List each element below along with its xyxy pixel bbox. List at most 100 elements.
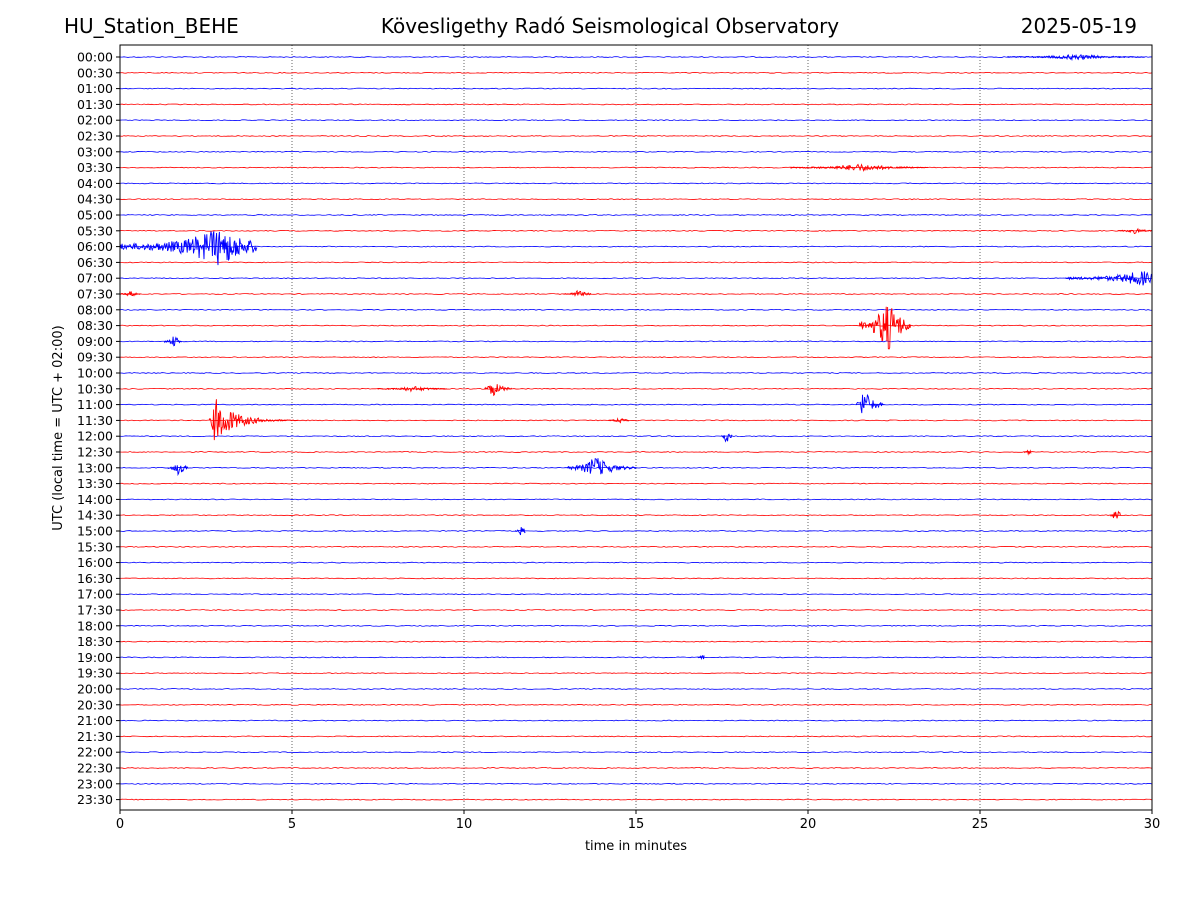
observatory-title: Kövesligethy Radó Seismological Observat… bbox=[380, 14, 840, 38]
y-axis-label: UTC (local time = UTC + 02:00) bbox=[51, 325, 66, 530]
trace-1430 bbox=[119, 514, 1153, 517]
trace-1230 bbox=[119, 451, 1153, 453]
y-tick-label: 22:00 bbox=[77, 745, 113, 760]
y-tick-label: 06:30 bbox=[77, 255, 113, 270]
y-tick-label: 07:00 bbox=[77, 271, 113, 286]
y-tick-label: 08:30 bbox=[77, 318, 113, 333]
y-tick-label: 04:00 bbox=[77, 176, 113, 191]
y-tick-label: 00:30 bbox=[77, 65, 113, 80]
trace-0900 bbox=[119, 340, 1153, 343]
record-date: 2025-05-19 bbox=[1020, 14, 1137, 38]
y-axis: 00:0000:3001:0001:3002:0002:3003:0003:30… bbox=[77, 50, 120, 807]
trace-1730 bbox=[119, 609, 1153, 611]
y-tick-label: 15:30 bbox=[77, 539, 113, 554]
y-tick-label: 14:30 bbox=[77, 508, 113, 523]
trace-1200 bbox=[119, 435, 1153, 438]
y-tick-label: 15:00 bbox=[77, 524, 113, 539]
trace-1930 bbox=[119, 672, 1153, 675]
x-tick-label: 15 bbox=[628, 817, 645, 832]
y-tick-label: 20:30 bbox=[77, 697, 113, 712]
trace-0100 bbox=[119, 87, 1153, 90]
y-tick-label: 21:30 bbox=[77, 729, 113, 744]
x-tick-label: 10 bbox=[456, 817, 473, 832]
trace-0130 bbox=[119, 103, 1153, 106]
seismic-event bbox=[859, 306, 912, 350]
seismic-event bbox=[1110, 510, 1121, 519]
trace-0730 bbox=[119, 293, 1153, 295]
trace-1400 bbox=[119, 498, 1153, 501]
seismic-event bbox=[697, 655, 705, 661]
seismic-event bbox=[1007, 53, 1145, 62]
y-tick-label: 02:30 bbox=[77, 129, 113, 144]
trace-1800 bbox=[119, 624, 1153, 627]
y-tick-label: 23:30 bbox=[77, 792, 113, 807]
trace-0800 bbox=[119, 308, 1153, 311]
trace-0030 bbox=[119, 71, 1153, 74]
y-tick-label: 12:00 bbox=[77, 429, 113, 444]
y-tick-label: 09:30 bbox=[77, 350, 113, 365]
trace-2100 bbox=[119, 719, 1153, 722]
y-tick-label: 20:00 bbox=[77, 682, 113, 697]
seismic-event bbox=[167, 464, 189, 477]
trace-0830 bbox=[119, 324, 1153, 327]
trace-0330 bbox=[119, 166, 1153, 169]
seismic-event bbox=[164, 336, 182, 347]
trace-1900 bbox=[119, 656, 1153, 659]
y-tick-label: 06:00 bbox=[77, 239, 113, 254]
trace-2030 bbox=[119, 703, 1153, 706]
y-tick-label: 14:00 bbox=[77, 492, 113, 507]
trace-1330 bbox=[119, 482, 1153, 485]
seismic-event bbox=[515, 527, 526, 536]
grid-lines bbox=[291, 45, 981, 810]
y-tick-label: 12:30 bbox=[77, 445, 113, 460]
station-name: HU_Station_BEHE bbox=[64, 14, 239, 38]
y-tick-label: 16:00 bbox=[77, 555, 113, 570]
seismic-event bbox=[208, 399, 299, 441]
trace-1300 bbox=[119, 466, 1153, 469]
trace-0430 bbox=[119, 198, 1153, 201]
trace-2130 bbox=[119, 735, 1153, 738]
y-tick-label: 16:30 bbox=[77, 571, 113, 586]
trace-1630 bbox=[119, 577, 1153, 580]
trace-1830 bbox=[119, 640, 1153, 643]
y-tick-label: 13:00 bbox=[77, 460, 113, 475]
trace-0700 bbox=[119, 277, 1153, 280]
y-tick-label: 02:00 bbox=[77, 113, 113, 128]
y-tick-label: 17:00 bbox=[77, 587, 113, 602]
trace-1500 bbox=[119, 530, 1153, 532]
seismic-event bbox=[563, 289, 592, 297]
trace-layer bbox=[119, 53, 1153, 801]
seismic-event bbox=[790, 163, 929, 173]
seismic-event bbox=[1117, 227, 1152, 235]
y-tick-label: 01:00 bbox=[77, 81, 113, 96]
y-tick-label: 01:30 bbox=[77, 97, 113, 112]
y-tick-label: 04:30 bbox=[77, 192, 113, 207]
y-tick-label: 22:30 bbox=[77, 761, 113, 776]
x-tick-label: 20 bbox=[800, 817, 817, 832]
y-tick-label: 18:30 bbox=[77, 634, 113, 649]
seismic-event bbox=[608, 417, 630, 424]
x-tick-label: 30 bbox=[1144, 817, 1161, 832]
y-tick-label: 00:00 bbox=[77, 50, 113, 65]
trace-1600 bbox=[119, 561, 1153, 564]
trace-0530 bbox=[119, 229, 1153, 232]
seismic-event bbox=[484, 384, 513, 397]
trace-0230 bbox=[119, 135, 1153, 137]
seismic-event bbox=[855, 393, 884, 414]
seismic-event bbox=[1065, 271, 1152, 286]
trace-1030 bbox=[119, 387, 1153, 390]
trace-0930 bbox=[119, 356, 1153, 359]
x-tick-label: 25 bbox=[972, 817, 989, 832]
y-tick-label: 19:30 bbox=[77, 666, 113, 681]
y-tick-label: 11:30 bbox=[77, 413, 113, 428]
seismic-event bbox=[119, 291, 141, 297]
trace-0500 bbox=[119, 214, 1153, 216]
y-tick-label: 23:00 bbox=[77, 776, 113, 791]
seismic-event bbox=[721, 433, 733, 443]
trace-1000 bbox=[119, 372, 1153, 374]
trace-0000 bbox=[119, 56, 1152, 58]
y-tick-label: 03:30 bbox=[77, 160, 113, 175]
y-tick-label: 09:00 bbox=[77, 334, 113, 349]
x-tick-label: 5 bbox=[288, 817, 296, 832]
